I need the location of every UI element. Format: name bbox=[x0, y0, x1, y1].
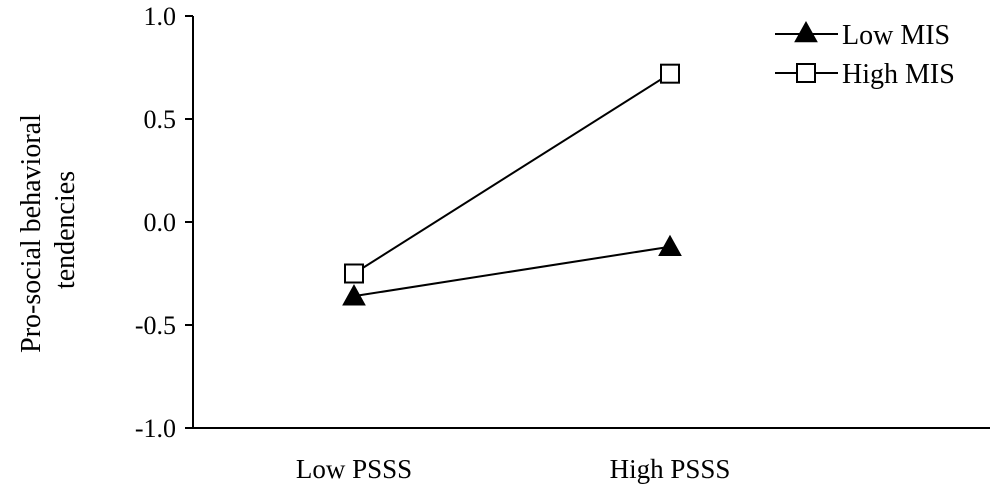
y-tick-label: 0.0 bbox=[144, 208, 177, 237]
series-low-mis bbox=[342, 234, 682, 306]
x-category-label: Low PSSS bbox=[296, 454, 412, 484]
y-tick-label: -1.0 bbox=[135, 414, 176, 443]
legend: Low MIS High MIS bbox=[775, 20, 955, 90]
x-categories: Low PSSS High PSSS bbox=[296, 454, 731, 484]
series-high-mis bbox=[344, 63, 680, 284]
legend-label: High MIS bbox=[842, 59, 955, 90]
legend-marker bbox=[794, 20, 818, 43]
series-line bbox=[353, 72, 671, 275]
y-axis-label-line-2: tendencies bbox=[50, 171, 81, 289]
y-tick-label: 1.0 bbox=[144, 2, 177, 31]
data-point bbox=[342, 284, 366, 306]
data-point bbox=[344, 263, 364, 284]
legend-label: Low MIS bbox=[842, 20, 950, 51]
x-category-label: High PSSS bbox=[610, 454, 731, 484]
y-tick-label: 0.5 bbox=[144, 105, 177, 134]
legend-marker bbox=[796, 63, 816, 83]
legend-item: Low MIS bbox=[775, 20, 950, 51]
y-ticks: -1.0 -0.5 0.0 0.5 1.0 bbox=[135, 2, 193, 443]
data-point bbox=[660, 63, 680, 84]
data-point bbox=[658, 234, 682, 257]
plot-area bbox=[342, 63, 682, 306]
series-line bbox=[353, 245, 671, 298]
y-axis-label-line-1: Pro-social behavioral bbox=[16, 114, 47, 353]
y-tick-label: -0.5 bbox=[135, 311, 176, 340]
legend-item: High MIS bbox=[775, 59, 955, 90]
y-axis-label: Pro-social behavioral tendencies bbox=[16, 107, 81, 353]
